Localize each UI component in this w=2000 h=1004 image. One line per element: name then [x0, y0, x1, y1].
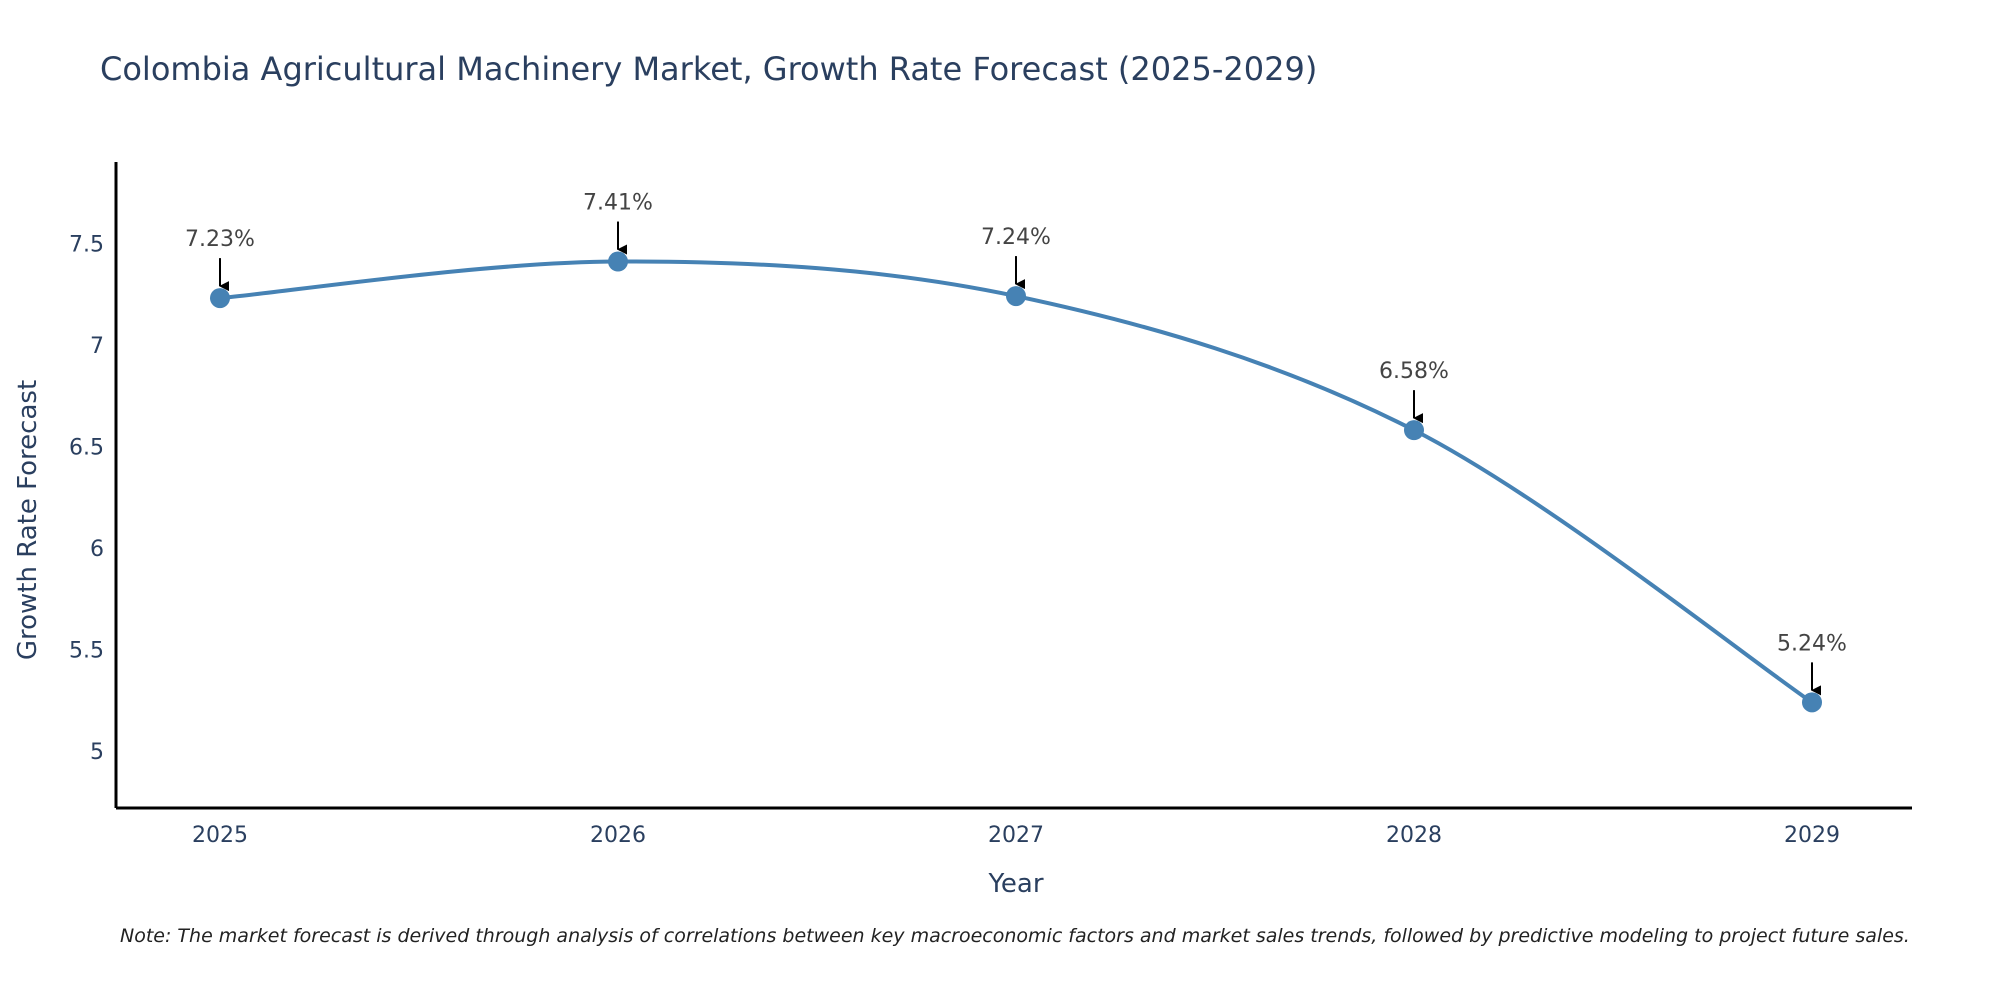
- tick-labels: 5 5.5 6 6.5 7 7.5 2025 2026 2027 2028 2029: [69, 232, 1840, 848]
- data-label-2029: 5.24%: [1777, 631, 1847, 656]
- x-tick-label: 2027: [988, 823, 1044, 848]
- y-axis-label: Growth Rate Forecast: [13, 380, 43, 660]
- x-axis-label: Year: [987, 869, 1043, 899]
- data-label-2027: 7.24%: [981, 225, 1051, 250]
- y-tick-label: 7: [90, 334, 104, 359]
- chart-title: Colombia Agricultural Machinery Market, …: [100, 50, 1317, 88]
- x-tick-label: 2025: [192, 823, 248, 848]
- series-line: [219, 259, 1814, 705]
- y-tick-label: 5: [90, 740, 104, 765]
- data-label-2025: 7.23%: [185, 227, 255, 252]
- data-points: [210, 251, 1822, 713]
- data-labels: 7.23% 7.41% 7.24% 6.58% 5.24%: [185, 191, 1847, 696]
- y-tick-label: 5.5: [69, 639, 104, 664]
- data-point-2028[interactable]: [1404, 420, 1424, 441]
- series-line-group: [219, 259, 1814, 705]
- axes: [114, 162, 1912, 810]
- x-tick-label: 2026: [590, 823, 646, 848]
- x-tick-label: 2029: [1784, 823, 1840, 848]
- data-label-2026: 7.41%: [583, 191, 653, 216]
- y-tick-label: 6.5: [69, 435, 104, 460]
- chart-note: Note: The market forecast is derived thr…: [120, 925, 1910, 947]
- data-label-2028: 6.58%: [1379, 359, 1449, 384]
- y-tick-label: 6: [90, 537, 104, 562]
- data-point-2029[interactable]: [1802, 692, 1822, 713]
- x-tick-label: 2028: [1386, 823, 1442, 848]
- data-point-2027[interactable]: [1006, 286, 1026, 307]
- data-point-2026[interactable]: [608, 251, 628, 272]
- y-tick-label: 7.5: [69, 232, 104, 257]
- data-point-2025[interactable]: [210, 288, 230, 309]
